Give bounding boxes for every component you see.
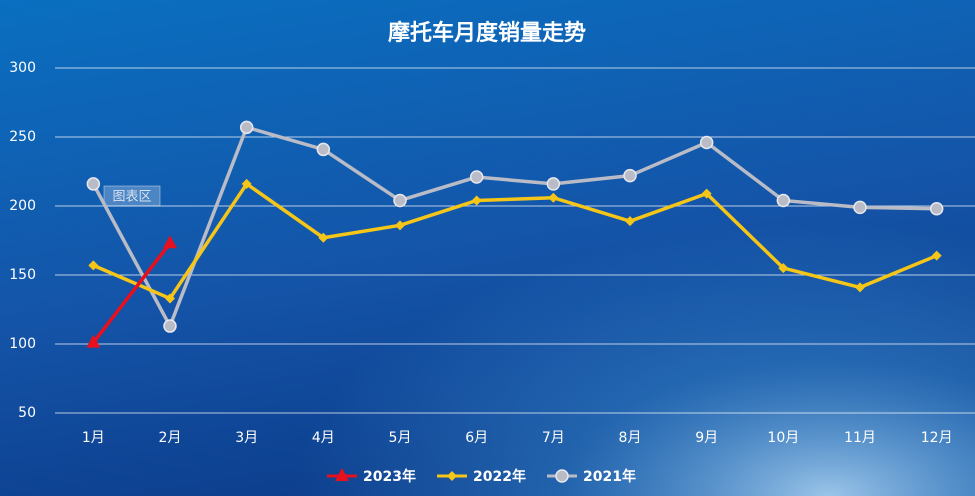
tooltip: 图表区	[112, 190, 151, 205]
series-line	[91, 242, 172, 344]
data-point	[395, 220, 405, 231]
legend-marker	[555, 469, 569, 483]
legend-label: 2023年	[363, 468, 416, 485]
x-tick-label: 2月	[159, 430, 182, 446]
data-point	[239, 120, 254, 135]
data-point	[88, 260, 99, 271]
x-tick-label: 5月	[389, 430, 412, 446]
data-point	[165, 293, 175, 304]
series-line	[92, 181, 938, 301]
data-point	[469, 170, 484, 184]
y-tick-label: 150	[9, 267, 36, 283]
x-tick-label: 6月	[465, 430, 488, 446]
y-tick-label: 300	[9, 60, 36, 76]
x-tick-label: 1月	[82, 430, 105, 446]
y-tick-label: 200	[9, 198, 36, 214]
data-point	[316, 142, 331, 157]
data-point	[86, 177, 101, 191]
data-point	[853, 200, 867, 215]
data-point	[471, 195, 482, 206]
data-point	[241, 178, 252, 189]
data-point	[86, 334, 101, 348]
x-tick-label: 8月	[619, 430, 642, 446]
legend-marker	[335, 468, 349, 481]
legend-label: 2022年	[473, 468, 526, 485]
data-point	[855, 282, 865, 293]
data-point	[776, 193, 791, 208]
data-point	[931, 250, 942, 261]
series-line	[91, 125, 937, 331]
x-tick-label: 7月	[542, 430, 565, 446]
data-point	[699, 135, 714, 150]
data-point	[623, 168, 637, 183]
x-tick-label: 3月	[235, 430, 258, 446]
x-tick-label: 4月	[312, 430, 335, 446]
data-point	[546, 177, 561, 191]
x-tick-label: 10月	[767, 430, 799, 446]
data-point	[163, 319, 177, 333]
y-tick-label: 50	[18, 405, 36, 421]
y-tick-label: 100	[9, 336, 36, 352]
data-point	[701, 188, 712, 199]
legend-marker	[447, 471, 457, 481]
data-point	[318, 232, 329, 243]
x-tick-label: 11月	[844, 430, 876, 446]
data-point	[778, 263, 789, 274]
data-point	[548, 192, 559, 203]
y-tick-label: 250	[9, 129, 36, 145]
x-tick-label: 9月	[695, 430, 718, 446]
legend-label: 2021年	[583, 468, 636, 485]
x-tick-label: 12月	[921, 430, 953, 446]
chart-title: 摩托车月度销量走势	[388, 20, 586, 46]
data-point	[393, 193, 407, 208]
data-point	[929, 202, 944, 216]
data-point	[163, 235, 177, 249]
data-point	[625, 216, 635, 227]
